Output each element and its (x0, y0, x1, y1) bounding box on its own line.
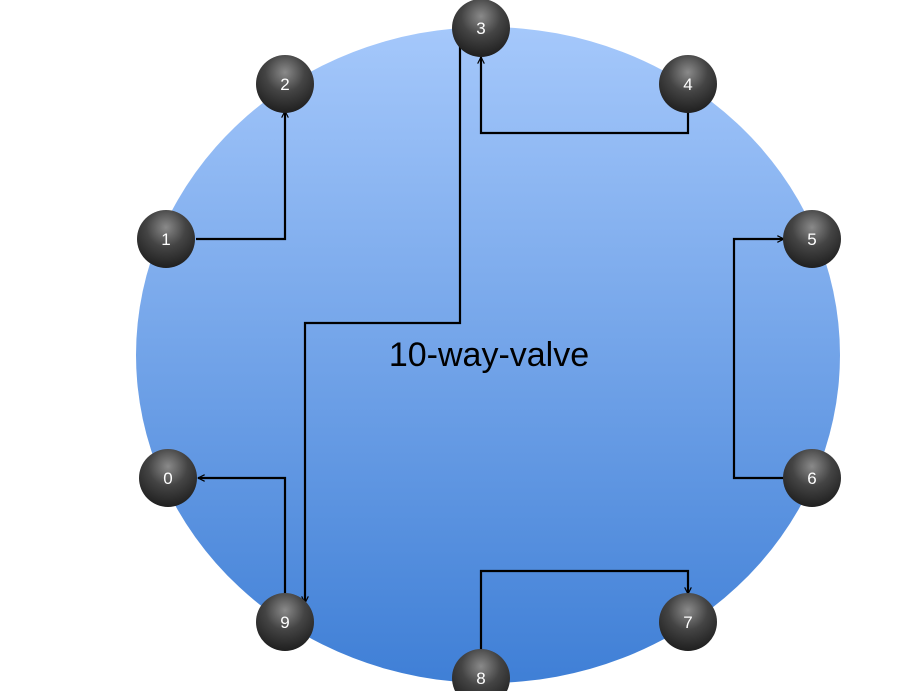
valve-title: 10-way-valve (389, 336, 589, 374)
connection-4-to-3 (481, 57, 690, 135)
port-4: 4 (659, 55, 717, 113)
port-label-6: 6 (807, 469, 816, 488)
port-label-5: 5 (807, 230, 816, 249)
connection-3-to-9 (305, 46, 462, 603)
connection-1-to-2 (196, 111, 285, 241)
connection-9-to-0 (198, 478, 287, 597)
port-7: 7 (659, 593, 717, 651)
ports: 0 1 2 3 4 5 6 7 (137, 0, 841, 691)
port-label-7: 7 (683, 613, 692, 632)
connections (196, 46, 784, 652)
port-0: 0 (139, 449, 197, 507)
port-9: 9 (256, 593, 314, 651)
port-8: 8 (452, 649, 510, 691)
connection-6-to-5 (732, 239, 784, 480)
connection-8-to-7 (479, 569, 688, 652)
valve-body (136, 27, 840, 683)
port-2: 2 (256, 55, 314, 113)
port-1: 1 (137, 210, 195, 268)
port-label-2: 2 (280, 75, 289, 94)
port-label-4: 4 (683, 75, 692, 94)
port-label-8: 8 (476, 669, 485, 688)
port-5: 5 (783, 210, 841, 268)
port-3: 3 (452, 0, 510, 57)
port-6: 6 (783, 449, 841, 507)
port-label-1: 1 (161, 230, 170, 249)
port-label-9: 9 (280, 613, 289, 632)
port-label-0: 0 (163, 469, 172, 488)
port-label-3: 3 (476, 19, 485, 38)
